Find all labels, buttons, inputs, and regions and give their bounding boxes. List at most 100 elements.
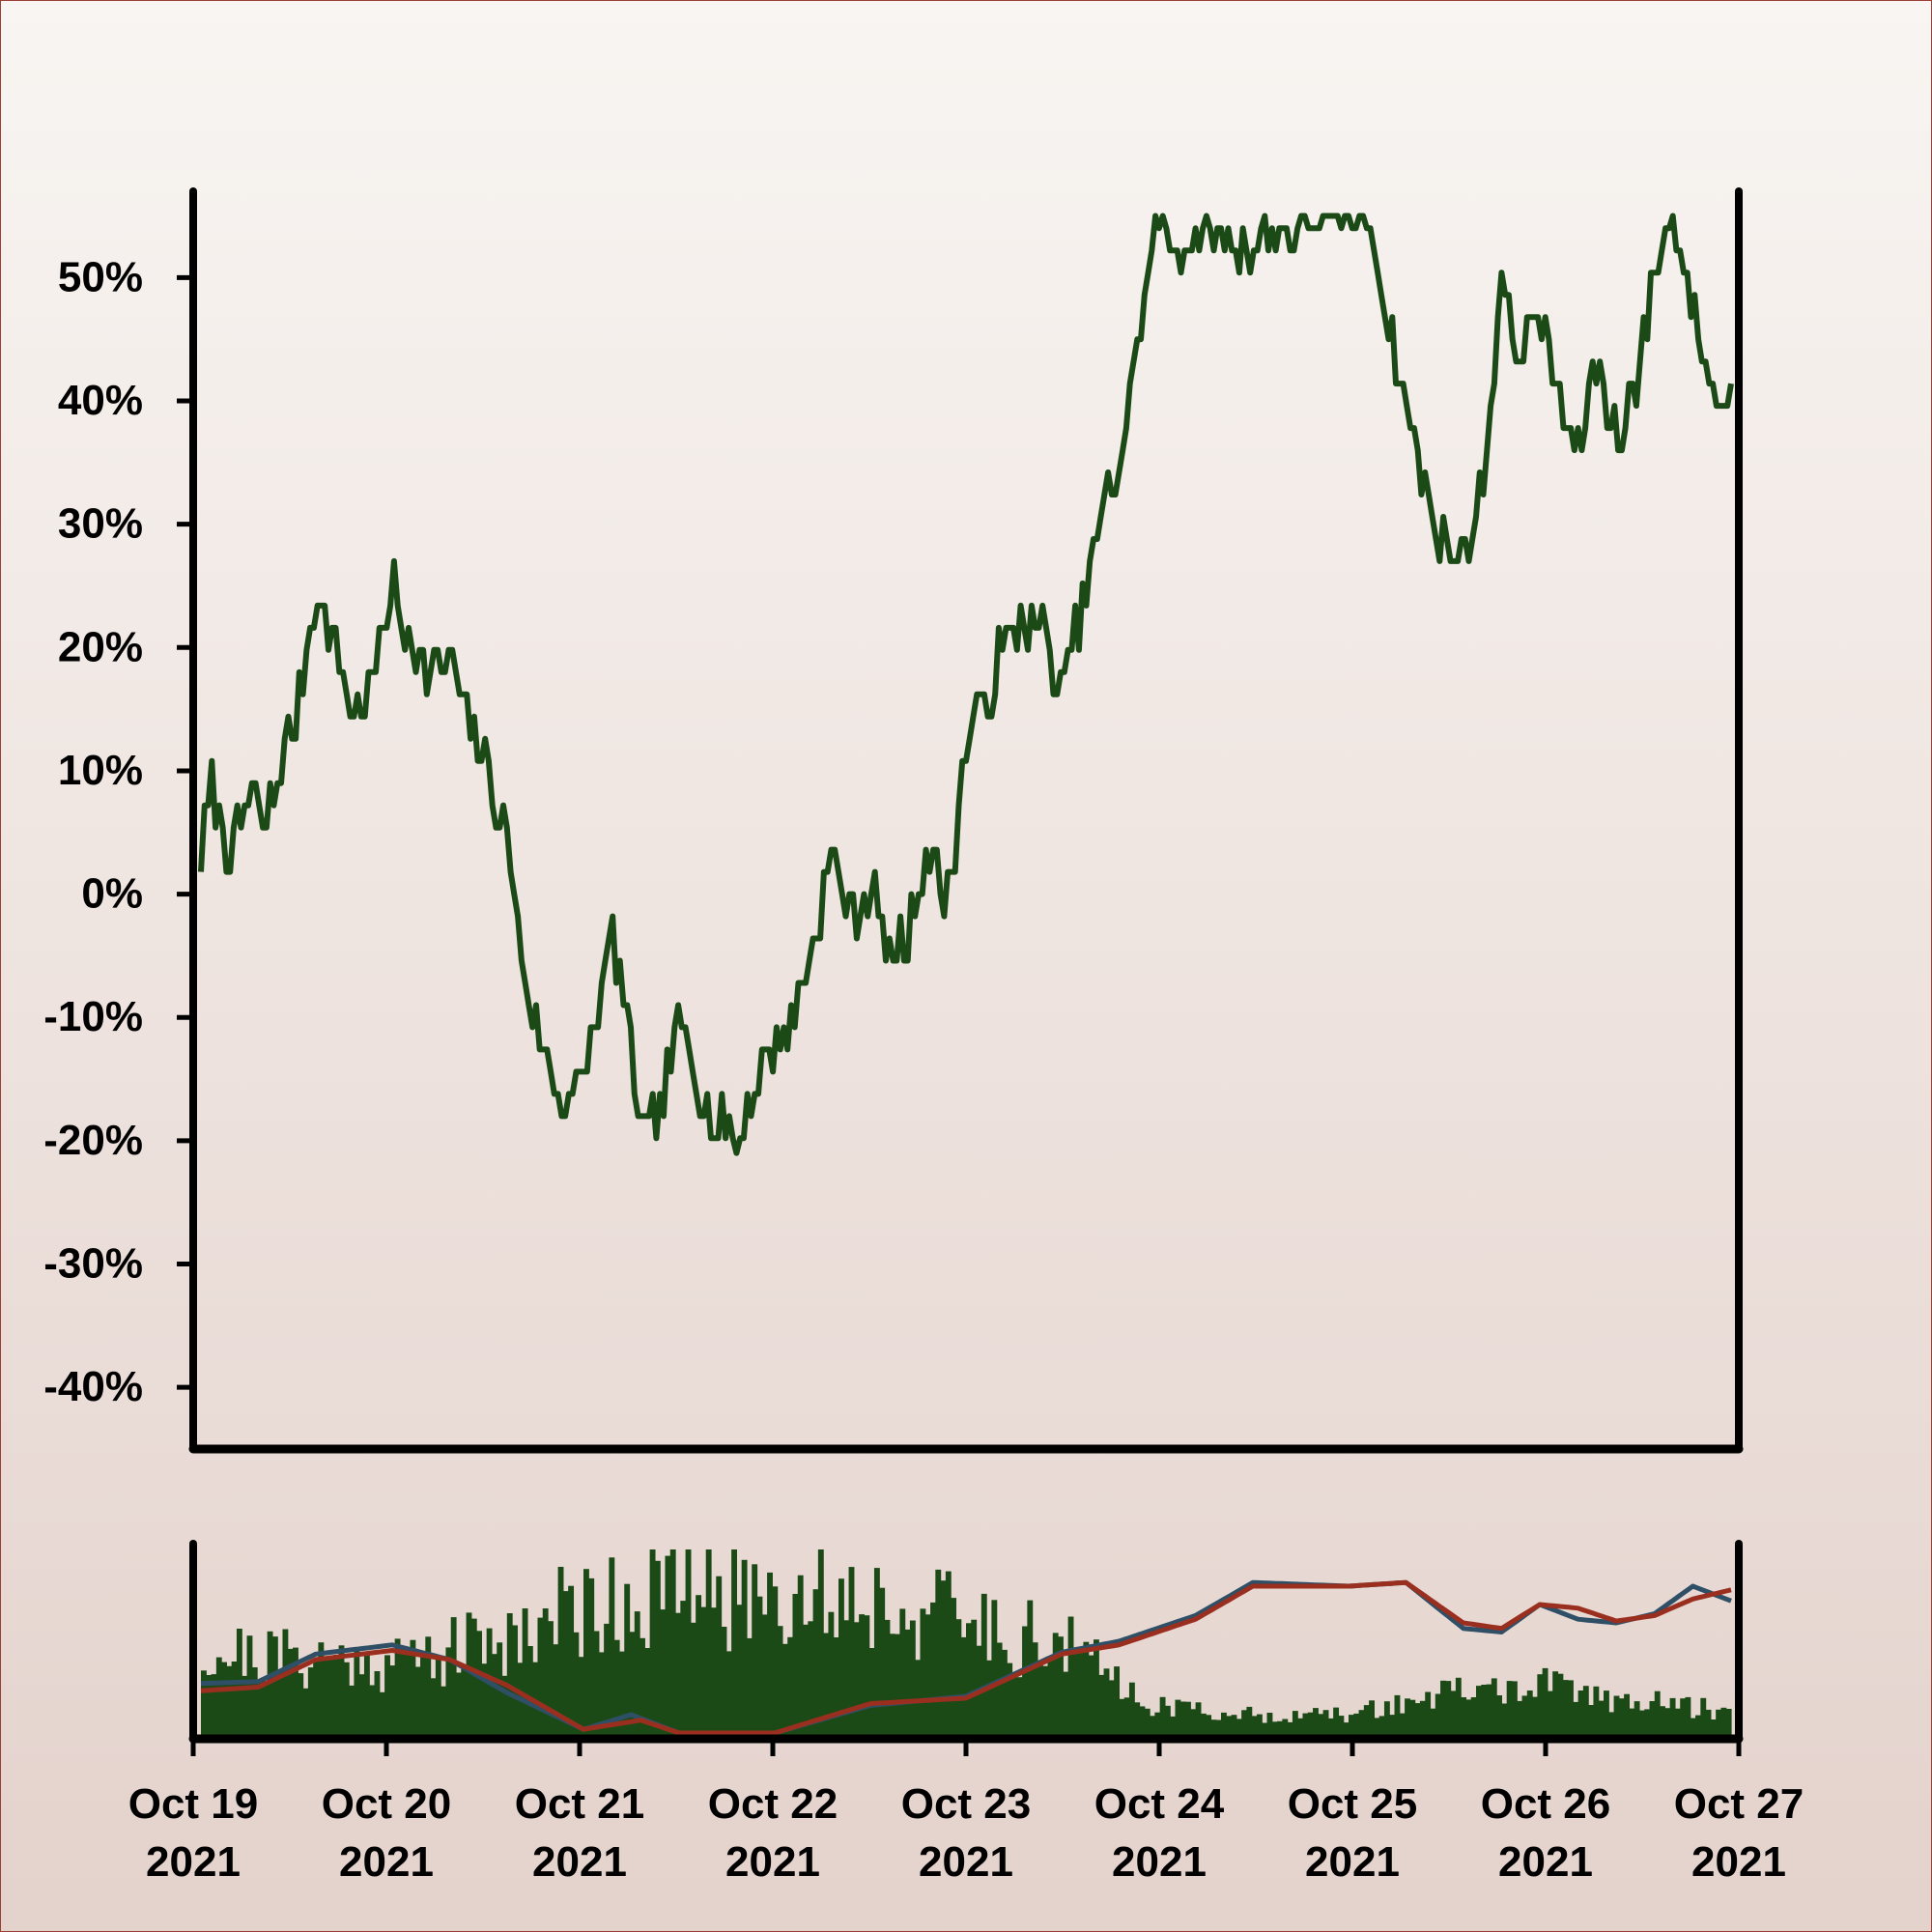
volume-bar [522, 1608, 528, 1739]
volume-bar [700, 1606, 707, 1739]
volume-bar [1496, 1695, 1502, 1739]
price-panel: 50% 40% 30% 20% 10% 0% -10% -20% -30% -40% [43, 187, 1744, 1454]
volume-bar [354, 1648, 360, 1739]
volume-bar [1195, 1702, 1202, 1739]
volume-bar [879, 1587, 886, 1739]
volume-bar [1654, 1690, 1661, 1739]
volume-bar [1720, 1707, 1727, 1739]
volume-bar [895, 1634, 900, 1739]
volume-bar [1491, 1678, 1497, 1739]
volume-bar [1206, 1715, 1212, 1739]
volume-bar [1241, 1710, 1247, 1739]
volume-bar [1170, 1716, 1177, 1739]
volume-bar [1598, 1700, 1605, 1739]
x-tick-label-year: 2021 [1691, 1838, 1786, 1886]
volume-bar [1680, 1698, 1687, 1739]
volume-bar-layer [201, 1549, 1732, 1739]
volume-bar [1552, 1671, 1559, 1739]
volume-bar [445, 1647, 452, 1739]
volume-bar [1119, 1698, 1125, 1739]
volume-bar [1098, 1674, 1105, 1739]
volume-bar [1327, 1718, 1334, 1739]
volume-bar [935, 1569, 942, 1739]
x-tick-label-date: Oct 23 [901, 1780, 1032, 1828]
price-y-ticks: 50% 40% 30% 20% 10% 0% -10% -20% -30% -40% [43, 253, 193, 1410]
volume-bar [752, 1564, 758, 1739]
volume-bar [1414, 1703, 1421, 1739]
volume-bar [1669, 1697, 1676, 1739]
x-tick-label-date: Oct 25 [1288, 1780, 1418, 1828]
volume-bar [639, 1637, 645, 1739]
volume-bar [1032, 1642, 1038, 1739]
volume-bar [690, 1622, 696, 1739]
y-tick-label: 40% [58, 377, 143, 424]
volume-bar [1322, 1710, 1329, 1739]
volume-bar [573, 1632, 580, 1739]
volume-bar [1593, 1686, 1600, 1739]
price-axes [188, 187, 1744, 1454]
volume-bar [817, 1549, 824, 1739]
volume-bar [725, 1651, 732, 1739]
volume-bar [1405, 1698, 1410, 1739]
volume-bar [1695, 1715, 1701, 1739]
x-tick-label-date: Oct 27 [1674, 1780, 1804, 1828]
volume-bar [1476, 1686, 1482, 1739]
volume-bar [660, 1609, 667, 1739]
volume-bar [583, 1569, 589, 1739]
volume-bar [553, 1644, 559, 1739]
x-tick-label-year: 2021 [146, 1838, 241, 1886]
volume-bar [741, 1559, 748, 1739]
volume-bar [598, 1652, 605, 1739]
volume-bar [1532, 1696, 1538, 1739]
volume-bar [1175, 1699, 1181, 1739]
volume-bar [1251, 1716, 1258, 1739]
volume-bar [542, 1608, 549, 1739]
volume-bar [588, 1577, 595, 1739]
x-tick-label-date: Oct 19 [128, 1780, 259, 1828]
volume-bar [767, 1572, 773, 1739]
volume-bar [1343, 1722, 1350, 1739]
volume-bar [318, 1642, 325, 1739]
volume-bar [1271, 1721, 1278, 1739]
volume-bar [384, 1655, 390, 1739]
volume-bar [1378, 1716, 1385, 1739]
volume-bar [904, 1629, 911, 1739]
volume-bar [1690, 1718, 1696, 1739]
volume-bar [1108, 1680, 1115, 1739]
volume-bar [231, 1662, 238, 1739]
volume-bar [1450, 1690, 1457, 1739]
volume-bar [358, 1674, 365, 1739]
volume-bar [1067, 1616, 1074, 1739]
x-tick-label-date: Oct 20 [322, 1780, 452, 1828]
volume-bar [1266, 1713, 1273, 1739]
volume-bar [501, 1675, 508, 1739]
volume-bar [1058, 1636, 1064, 1739]
volume-bar [1649, 1701, 1656, 1739]
volume-bar [899, 1608, 906, 1739]
volume-bar [1389, 1715, 1396, 1739]
volume-bar [1088, 1655, 1094, 1739]
volume-bar [1037, 1661, 1043, 1739]
volume-bar [680, 1601, 687, 1739]
volume-bar [1210, 1719, 1217, 1739]
volume-bar [333, 1655, 340, 1739]
volume-bar [1016, 1677, 1023, 1739]
volume-bar [557, 1567, 564, 1739]
volume-bar [1007, 1662, 1013, 1739]
volume-bar [1629, 1708, 1635, 1739]
volume-bar [808, 1621, 814, 1739]
volume-bar [435, 1657, 441, 1739]
volume-bar [1363, 1705, 1370, 1739]
volume-bar [1542, 1667, 1548, 1739]
volume-bar [873, 1568, 880, 1739]
volume-bar [1557, 1673, 1564, 1739]
volume-bar [410, 1639, 416, 1739]
volume-bar [1608, 1712, 1615, 1739]
volume-bar [1072, 1652, 1079, 1739]
volume-bar [343, 1662, 350, 1739]
volume-bar [1394, 1694, 1401, 1739]
volume-bar [746, 1637, 753, 1739]
volume-bar [1287, 1721, 1293, 1739]
volume-bar [945, 1571, 952, 1739]
volume-bar [1123, 1697, 1130, 1739]
